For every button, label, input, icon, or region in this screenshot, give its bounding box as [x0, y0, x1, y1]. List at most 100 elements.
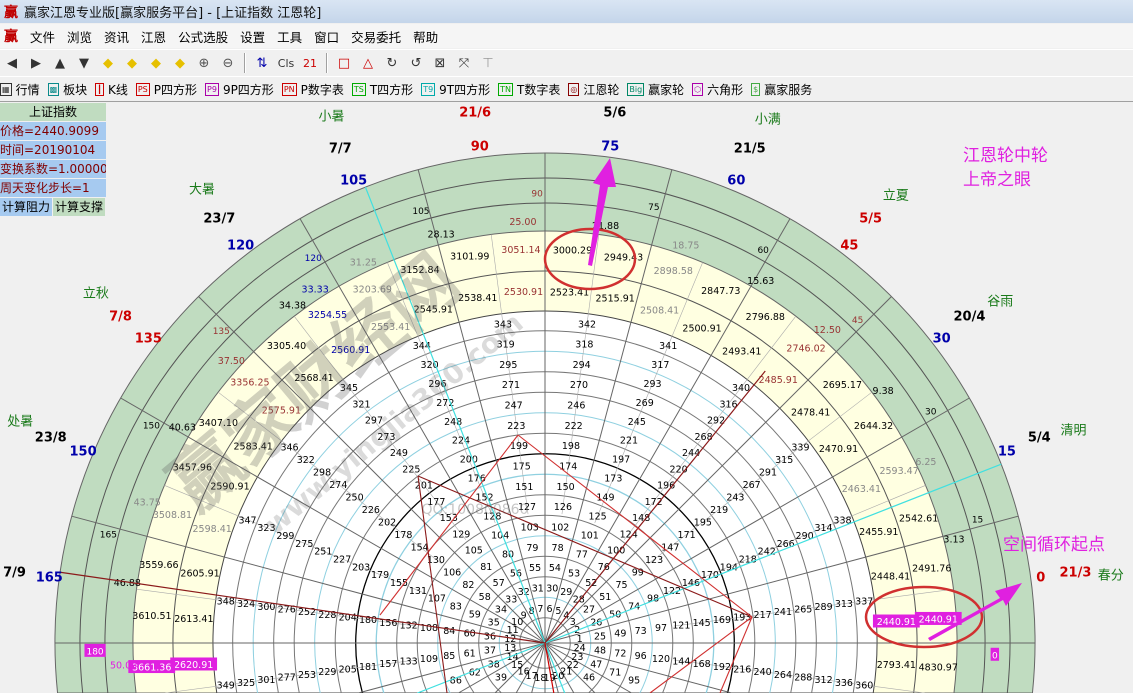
rectangle-icon[interactable]: □	[337, 55, 351, 71]
price-inner-label: 2478.41	[791, 408, 830, 419]
zoom-out-icon[interactable]: ⊖	[222, 55, 234, 71]
toolbar-pn-button[interactable]: PN P数字表	[281, 81, 344, 98]
cell-number: 273	[377, 432, 395, 443]
percent-label: 15.63	[747, 276, 774, 287]
price-outer-label-box	[128, 660, 176, 674]
cell-number: 32	[518, 587, 530, 598]
toolbar-label: 赢家轮	[648, 82, 685, 97]
zoom-in-icon[interactable]: ⊕	[198, 55, 210, 71]
arrow-left-icon[interactable]: ◀	[7, 55, 17, 71]
toolbar-gann-wheel-button[interactable]: ◎ 江恩轮	[568, 81, 619, 98]
menu-app-icon[interactable]: 赢	[4, 29, 18, 45]
cell-number: 148	[632, 513, 650, 524]
menu-6[interactable]: 工具	[277, 29, 303, 45]
window-title: 赢家江恩专业版[赢家服务平台] - [上证指数 江恩轮]	[24, 6, 322, 21]
menu-5[interactable]: 设置	[240, 29, 266, 45]
cell-number: 151	[515, 482, 533, 493]
calc-resistance-button[interactable]: 计算阻力	[0, 198, 53, 216]
panel-header: 上证指数	[0, 103, 106, 121]
price-outer-label: 4830.97	[919, 663, 958, 674]
rotate-ccw-icon[interactable]: ↺	[410, 55, 422, 71]
toolbar-hexagon-button[interactable]: ⬡ 六角形	[692, 81, 743, 98]
menu-2[interactable]: 资讯	[104, 29, 130, 45]
green-degree-label: 165	[100, 531, 117, 541]
degree-label: 150	[69, 444, 97, 460]
sort-icon[interactable]: ⇅	[256, 55, 268, 71]
menu-1[interactable]: 浏览	[67, 29, 93, 45]
cell-number: 34	[495, 605, 507, 616]
solar-term-label: 谷雨	[987, 294, 1014, 310]
cell-number: 105	[465, 546, 483, 557]
ts-icon: TS	[351, 82, 366, 96]
arrow-right-icon[interactable]: ▶	[31, 55, 41, 71]
cell-number: 349	[217, 681, 235, 692]
cell-number: 172	[645, 497, 663, 508]
diamond-up-icon[interactable]: ◆	[151, 55, 161, 71]
pin-icon[interactable]: ⊤	[482, 55, 494, 71]
menu-3[interactable]: 江恩	[141, 29, 167, 45]
arrow-up-icon[interactable]: ▲	[55, 55, 65, 71]
rotate-cw-icon[interactable]: ↻	[386, 55, 398, 71]
cell-number: 243	[726, 492, 744, 503]
toolbar-ts-button[interactable]: TS T四方形	[351, 81, 413, 98]
title-bar: 赢 赢家江恩专业版[赢家服务平台] - [上证指数 江恩轮]	[0, 0, 1133, 23]
calendar-icon[interactable]: 21	[303, 56, 317, 70]
cell-number: 36	[484, 631, 496, 642]
cell-number: 130	[427, 555, 445, 566]
blocks-icon: ▩	[47, 82, 60, 96]
calc-support-button[interactable]: 计算支撑	[53, 198, 106, 216]
cell-number: 129	[452, 529, 470, 540]
menu-0[interactable]: 文件	[30, 29, 56, 45]
green-degree-label-box	[990, 647, 1000, 661]
cell-number: 325	[237, 678, 255, 689]
date-label: 5/4	[1027, 430, 1051, 446]
toolbar-t9-button[interactable]: T9 9T四方形	[421, 81, 490, 98]
percent-label: 34.38	[279, 300, 306, 311]
toolbar-blocks-button[interactable]: ▩ 板块	[47, 81, 87, 98]
toolbar-label: K线	[107, 82, 128, 97]
cell-number: 155	[390, 578, 408, 589]
price-inner-label: 2553.41	[371, 322, 410, 333]
fit-icon[interactable]: ⊠	[434, 55, 446, 71]
cell-number: 76	[598, 562, 610, 573]
diamond-left-icon[interactable]: ◆	[103, 55, 113, 71]
menu-7[interactable]: 窗口	[314, 29, 340, 45]
shrink-icon[interactable]: ⤧	[458, 55, 470, 71]
cell-number: 15	[511, 660, 523, 671]
arrow-down-icon[interactable]: ▼	[79, 55, 89, 71]
menu-9[interactable]: 帮助	[413, 29, 439, 45]
cell-number: 178	[394, 530, 412, 541]
price-inner-label: 2463.41	[842, 484, 881, 495]
toolbar-kline-button[interactable]: ┃ K线	[95, 81, 128, 98]
toolbar-big-wheel-button[interactable]: Big 赢家轮	[627, 81, 684, 98]
gann-wheel[interactable]: 1234567891011121314151617181920212223242…	[0, 101, 1133, 693]
tn-icon: TN	[498, 82, 514, 96]
diamond-right-icon[interactable]: ◆	[127, 55, 137, 71]
cell-number: 38	[488, 660, 500, 671]
radial-line	[458, 642, 546, 693]
toolbar-dollar-button[interactable]: $ 赢家服务	[751, 81, 812, 98]
diamond-down-icon[interactable]: ◆	[175, 55, 185, 71]
toolbar-quotes-button[interactable]: ▦ 行情	[0, 81, 40, 98]
price-outer-label: 3457.96	[173, 463, 212, 474]
cell-number: 315	[775, 455, 793, 466]
cell-number: 171	[678, 530, 696, 541]
cell-number: 197	[612, 455, 630, 466]
menu-8[interactable]: 交易委托	[351, 29, 402, 45]
cell-number: 156	[379, 618, 397, 629]
toolbar-tn-button[interactable]: TN T数字表	[498, 81, 560, 98]
cell-number: 314	[814, 523, 832, 534]
toolbar-ps-button[interactable]: PS P四方形	[135, 81, 197, 98]
triangle-icon[interactable]: △	[363, 55, 373, 71]
cls-icon[interactable]: Cls	[277, 56, 295, 70]
menu-4[interactable]: 公式选股	[178, 29, 229, 45]
toolbar-p9-button[interactable]: P9 9P四方形	[205, 81, 274, 98]
cell-number: 219	[710, 505, 728, 516]
radial-line	[71, 515, 546, 644]
cell-number: 28	[573, 594, 585, 605]
dollar-icon: $	[751, 82, 761, 96]
radial-subline	[647, 391, 873, 565]
cell-number: 248	[444, 417, 462, 428]
radial-line	[358, 642, 546, 693]
cell-number: 78	[552, 543, 564, 554]
